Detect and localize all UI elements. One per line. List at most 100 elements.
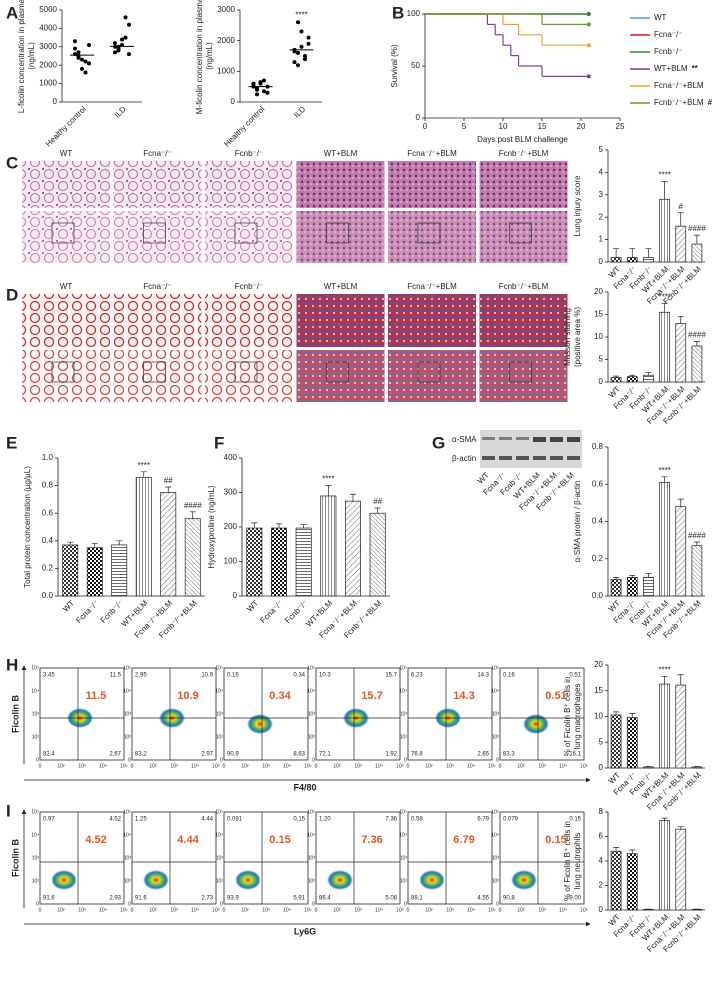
flow-tick-label: 10⁵ xyxy=(215,665,223,671)
error-bar xyxy=(662,676,668,684)
flow-tick-label: 10² xyxy=(492,878,500,884)
y-tick-label: 0 xyxy=(599,377,604,386)
flow-tick-label: 10⁴ xyxy=(399,832,407,838)
error-bar xyxy=(678,213,684,226)
flow-tick-label: 10³ xyxy=(170,763,178,769)
error-bar xyxy=(375,508,381,513)
data-point xyxy=(296,63,300,67)
flow-tick-label: 0 xyxy=(223,907,226,913)
flow-tick-label: 10³ xyxy=(538,907,546,913)
y-tick-label: 4 xyxy=(599,856,604,865)
histology-image xyxy=(22,161,110,208)
panel-letter: F xyxy=(214,433,224,452)
y-tick-label: 3000 xyxy=(217,5,235,14)
gate-percentage: 15.7 xyxy=(361,690,382,702)
significance: **** xyxy=(322,475,334,484)
error-bar xyxy=(141,472,147,478)
y-tick-label: 8 xyxy=(599,807,604,816)
quadrant-value: 88.1 xyxy=(411,896,423,902)
bar xyxy=(692,244,702,262)
bar xyxy=(643,375,653,382)
cell-cloud xyxy=(235,870,261,890)
histology-image xyxy=(388,161,476,208)
bar xyxy=(643,258,653,262)
error-bar xyxy=(678,499,684,506)
significance: #### xyxy=(688,531,706,540)
y-tick-label: 20 xyxy=(594,660,603,669)
panel-letter: E xyxy=(6,433,17,452)
quadrant-value: 90.9 xyxy=(227,752,239,758)
panel-letter: C xyxy=(6,153,18,172)
error-bar xyxy=(645,373,651,376)
flow-tick-label: 10² xyxy=(400,878,408,884)
flow-x-label: Ly6G xyxy=(294,926,316,936)
blot-band xyxy=(499,456,512,460)
histology-label: WT+BLM xyxy=(324,149,358,158)
y-axis-label: (ng/mL) xyxy=(27,42,36,70)
significance: **** xyxy=(295,10,307,19)
y-tick-label: 0 xyxy=(233,591,238,600)
error-bar xyxy=(251,523,257,528)
bar xyxy=(611,715,621,768)
error-bar xyxy=(629,249,635,258)
flow-tick-label: 0 xyxy=(223,763,226,769)
bar xyxy=(660,684,670,768)
histology-image xyxy=(114,350,202,402)
censor-mark xyxy=(587,43,591,47)
y-tick-label: 0.6 xyxy=(592,479,604,488)
flow-tick-label: 10³ xyxy=(124,855,132,861)
flow-tick-label: 10⁵ xyxy=(396,763,404,769)
legend-label: WT xyxy=(654,13,667,22)
error-bar xyxy=(662,477,668,483)
flow-tick-label: 10³ xyxy=(32,855,40,861)
data-point xyxy=(120,37,124,41)
flow-y-label: Ficolin B xyxy=(10,695,20,734)
y-tick-label: 2 xyxy=(599,881,604,890)
histology-image xyxy=(388,350,476,402)
quadrant-value: 91.6 xyxy=(43,896,55,902)
legend-label: Fcna⁻/⁻+BLM xyxy=(654,81,704,90)
y-tick-label: 100 xyxy=(224,557,238,566)
significance: #### xyxy=(688,331,706,340)
bar xyxy=(627,577,637,596)
flow-tick-label: 10³ xyxy=(78,763,86,769)
quadrant-value: 4.52 xyxy=(109,817,121,823)
data-point xyxy=(84,60,88,64)
y-tick-label: 0 xyxy=(599,763,604,772)
x-tick-label: ILD xyxy=(292,104,307,119)
y-axis-label: α-SMA protein / β-actin xyxy=(573,481,582,563)
flow-tick-label: 10⁵ xyxy=(399,665,407,671)
quadrant-value: 83.3 xyxy=(503,752,515,758)
quadrant-value: 0.15 xyxy=(293,817,305,823)
error-bar xyxy=(662,818,668,820)
flow-tick-label: 10⁴ xyxy=(191,907,199,913)
error-bar xyxy=(165,487,171,493)
y-tick-label: 2000 xyxy=(217,36,235,45)
significance: ## xyxy=(373,497,382,506)
histology-label: Fcna⁻/⁻+BLM xyxy=(407,282,457,291)
gate-percentage: 10.9 xyxy=(177,690,198,702)
quadrant-value: 7.36 xyxy=(385,817,397,823)
censor-mark xyxy=(587,74,591,78)
panel-letter: B xyxy=(392,3,404,22)
gate-percentage: 0.34 xyxy=(269,690,291,702)
error-bar xyxy=(190,512,196,519)
flow-tick-label: 0 xyxy=(39,763,42,769)
cell-cloud xyxy=(419,870,445,890)
data-point xyxy=(87,61,91,65)
y-tick-label: 50 xyxy=(411,61,420,70)
error-bar xyxy=(613,848,619,852)
quadrant-value: 93.9 xyxy=(227,896,239,902)
legend-label: Fcnb⁻/⁻+BLM xyxy=(654,98,704,107)
y-axis-label: M-ficolin concentration in plasma xyxy=(195,0,204,114)
error-bar xyxy=(116,541,122,545)
blot-band xyxy=(516,456,529,460)
quadrant-value: 2.67 xyxy=(109,752,121,758)
flow-tick-label: 10² xyxy=(400,734,408,740)
flow-tick-label: 10⁴ xyxy=(307,832,315,838)
x-axis-label: Days post BLM challenge xyxy=(477,135,568,144)
histology-image xyxy=(297,294,385,347)
y-tick-label: 4 xyxy=(599,168,604,177)
histology-image xyxy=(205,294,293,347)
gate-percentage: 0.15 xyxy=(269,834,290,846)
